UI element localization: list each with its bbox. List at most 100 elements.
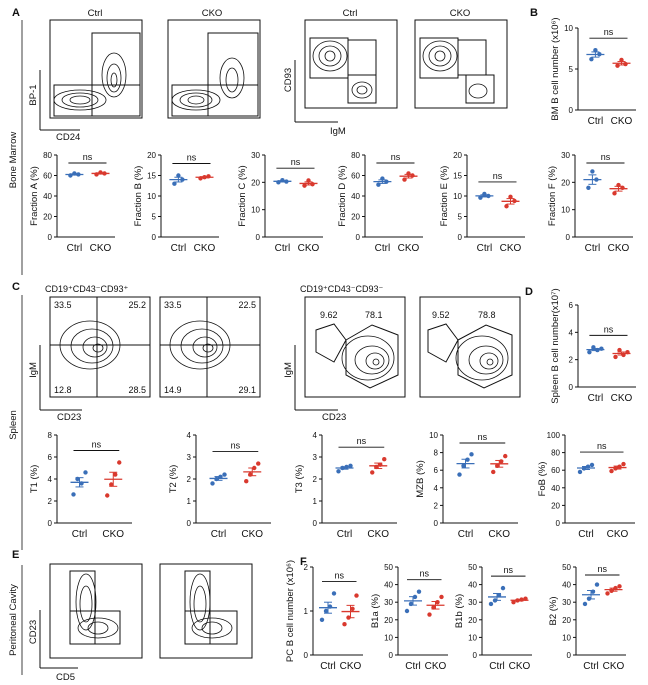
contours-c2-cko [455,335,509,381]
y-tick-label: 50 [468,563,477,572]
gate-fraction-a-cko [171,84,209,117]
pct-c1-cko-lr: 29.1 [238,385,256,395]
gate-fraction-e-cko [457,39,487,76]
tissue-label-peritoneal: Peritoneal Cavity [8,584,19,656]
panel-label-d: D [525,286,533,298]
data-point [486,193,491,199]
chart-t3: 0 1 2 3 4 T3 (%) Ctrl CKO ns [294,431,397,540]
data-point [488,601,494,607]
data-point [350,606,355,611]
data-point [109,482,114,487]
data-point [511,600,516,605]
gate-fraction-f [347,74,377,104]
data-point [244,479,249,484]
gate-fraction-f-cko [465,74,495,104]
data-point [478,195,483,200]
x-category-label: Ctrl [375,243,391,254]
x-category-label: CKO [367,529,389,540]
y-axis-label: Spleen B cell number(x10⁷) [550,288,561,403]
panel-label-e: E [12,549,19,561]
tissue-labels: Bone Marrow Spleen Peritoneal Cavity [8,20,23,675]
data-point [218,474,223,479]
y-tick-label: 40 [384,581,393,590]
y-tick-label: 15 [453,172,462,181]
data-point [370,470,375,475]
flow-plot-frame-ctrl [49,19,143,119]
data-point [621,461,626,467]
data-point [503,453,508,459]
y-tick-label: 2 [313,475,318,484]
y-tick-label: 4 [434,484,439,493]
data-point [499,459,504,464]
y-tick-label: 40 [562,581,571,590]
data-point [519,597,524,602]
data-point [344,464,349,470]
y-axis-label: T3 (%) [294,465,305,494]
y-axis-label: T2 (%) [168,465,179,494]
y-tick-label: 0 [304,651,309,660]
pct-c1-ctrl-ll: 12.8 [54,385,72,395]
x-category-label: Ctrl [405,661,421,672]
x-category-label: Ctrl [583,661,599,672]
flow-title-cko-2: CKO [450,8,471,19]
y-tick-label: 4 [313,431,318,440]
data-point [591,345,596,350]
data-point [105,493,110,498]
gate-fraction-c-cko [207,32,259,86]
data-point [613,466,618,471]
gate-fraction-b-cko [207,84,259,117]
gate-b1a-cko [209,610,238,645]
y-tick-label: 60 [551,466,560,475]
flow-x-label-cd23-2: CD23 [322,412,346,423]
data-point [589,56,594,62]
y-tick-label: 100 [547,431,561,440]
flow-x-label-igm: IgM [330,126,346,137]
y-tick-label: 15 [147,172,156,181]
data-point [515,598,520,603]
data-point [340,465,345,471]
x-category-label: CKO [603,661,625,672]
flow-plot-frame-ctrl-2 [304,19,398,109]
data-point [256,461,261,466]
significance-label: ns [391,152,401,162]
y-tick-label: 40 [468,581,477,590]
panel-label-f: F [300,556,307,568]
data-point [384,179,389,184]
flow-c-igm-cd23-t: CD19⁺CD43⁻CD93⁺ 33.5 25.2 12.8 28.5 33.5… [28,284,261,423]
y-tick-label: 0 [566,233,571,242]
data-point [252,465,257,471]
y-tick-label: 4 [48,475,53,484]
flow-title-cko: CKO [202,8,223,19]
data-point [461,463,466,468]
flow-header-cd93pos: CD19⁺CD43⁻CD93⁺ [45,284,129,294]
data-point [595,347,600,353]
data-point [613,354,618,360]
significance-label: ns [231,441,241,451]
data-point [280,177,285,183]
chart-d: 0 2 4 6 Spleen B cell number(x10⁷) Ctrl CKO ns [550,288,636,404]
y-tick-label: 6 [434,466,439,475]
x-category-label: CKO [102,529,124,540]
flow-plot-frame-c2-cko [419,296,521,398]
data-point [590,589,596,594]
data-point [68,173,73,178]
y-tick-label: 1 [313,497,318,506]
data-point [617,584,622,589]
data-point [214,476,219,482]
x-category-label: Ctrl [67,243,83,254]
data-point [590,169,595,174]
y-tick-label: 0 [48,519,53,528]
gate-fraction-d-cko [419,37,459,79]
flow-plot-frame-e-cko [159,563,253,659]
y-axis-label: MZB (%) [415,460,426,497]
gate-mz-cko [427,323,459,363]
data-point [620,185,625,190]
data-point [495,463,500,468]
chart-t1: 0 2 4 6 8 T1 (%) Ctrl CKO ns [29,431,132,540]
data-point [581,466,587,471]
data-point [76,172,81,177]
y-tick-label: 10 [468,633,477,642]
gate-mz-ctrl [315,323,347,363]
